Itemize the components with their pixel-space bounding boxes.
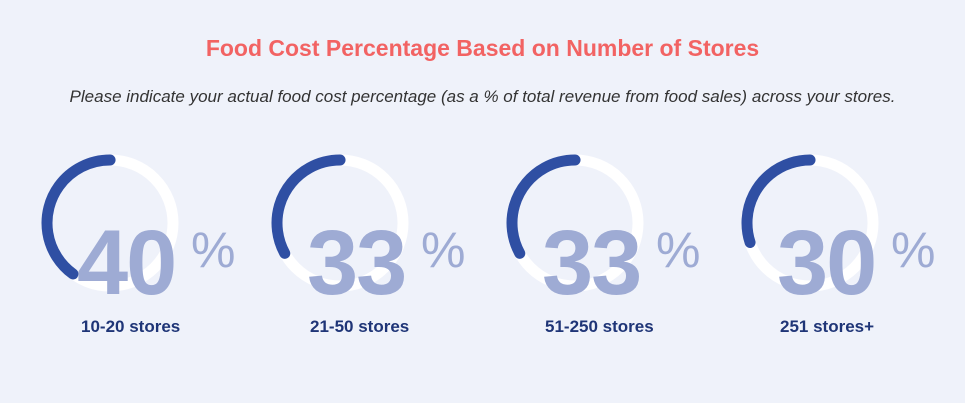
gauge-ring xyxy=(506,154,644,292)
gauge-value-arc xyxy=(271,154,409,292)
gauge-value: 33 xyxy=(542,212,642,314)
gauge-value-arc xyxy=(741,154,879,292)
gauge-percent-sign: % xyxy=(421,222,466,278)
gauge-value-arc xyxy=(41,154,179,292)
gauge-percent-sign: % xyxy=(891,222,936,278)
gauge-21-50-stores: 33 % 21-50 stores xyxy=(255,154,495,345)
gauge-label: 21-50 stores xyxy=(310,317,410,336)
gauge-value: 30 xyxy=(777,212,877,314)
gauge-percent-sign: % xyxy=(656,222,701,278)
gauge-ring xyxy=(41,154,179,292)
gauge-label: 251 stores+ xyxy=(780,317,875,336)
gauge-10-20-stores: 40 % 10-20 stores xyxy=(25,154,265,345)
gauge-51-250-stores: 33 % 51-250 stores xyxy=(490,154,730,345)
gauge-value-arc xyxy=(506,154,644,292)
chart-title: Food Cost Percentage Based on Number of … xyxy=(205,35,760,61)
chart-subtitle: Please indicate your actual food cost pe… xyxy=(69,87,896,106)
gauge-ring xyxy=(271,154,409,292)
gauge-label: 51-250 stores xyxy=(545,317,654,336)
gauge-percent-sign: % xyxy=(191,222,236,278)
gauge-value: 33 xyxy=(307,212,407,314)
gauge-ring xyxy=(741,154,879,292)
gauge-value: 40 xyxy=(77,212,177,314)
gauge-251-stores-plus: 30 % 251 stores+ xyxy=(725,154,965,345)
gauge-label: 10-20 stores xyxy=(81,317,181,336)
